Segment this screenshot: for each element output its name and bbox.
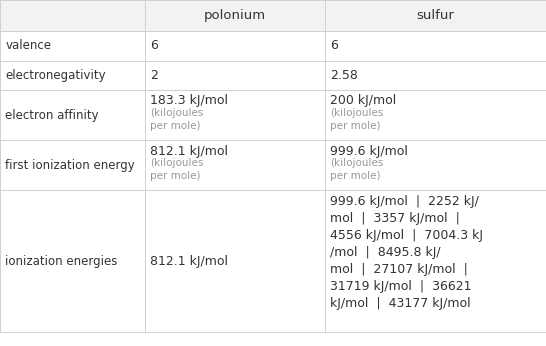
Bar [0,90,546,140]
Bar [0,190,546,332]
Text: 999.6 kJ/mol  |  2252 kJ/
mol  |  3357 kJ/mol  |
4556 kJ/mol  |  7004.3 kJ
/mol : 999.6 kJ/mol | 2252 kJ/ mol | 3357 kJ/mo… [330,195,483,310]
Text: first ionization energy: first ionization energy [5,159,135,172]
Text: 2: 2 [150,69,158,82]
Text: electronegativity: electronegativity [5,69,106,82]
Bar [0,31,546,61]
Bar [0,140,546,190]
Bar [0,61,546,90]
Text: sulfur: sulfur [417,9,454,22]
Text: 200 kJ/mol: 200 kJ/mol [330,94,396,108]
Text: 183.3 kJ/mol: 183.3 kJ/mol [150,94,228,108]
Text: 812.1 kJ/mol: 812.1 kJ/mol [150,255,228,268]
Text: 2.58: 2.58 [330,69,358,82]
Text: electron affinity: electron affinity [5,109,99,121]
Bar [0,0,546,31]
Text: ionization energies: ionization energies [5,255,118,268]
Text: (kilojoules
per mole): (kilojoules per mole) [150,108,204,131]
Text: (kilojoules
per mole): (kilojoules per mole) [150,158,204,181]
Text: 999.6 kJ/mol: 999.6 kJ/mol [330,145,408,158]
Text: valence: valence [5,39,51,52]
Text: (kilojoules
per mole): (kilojoules per mole) [330,158,384,181]
Text: 6: 6 [330,39,338,52]
Text: polonium: polonium [204,9,266,22]
Text: 812.1 kJ/mol: 812.1 kJ/mol [150,145,228,158]
Text: 6: 6 [150,39,158,52]
Text: (kilojoules
per mole): (kilojoules per mole) [330,108,384,131]
